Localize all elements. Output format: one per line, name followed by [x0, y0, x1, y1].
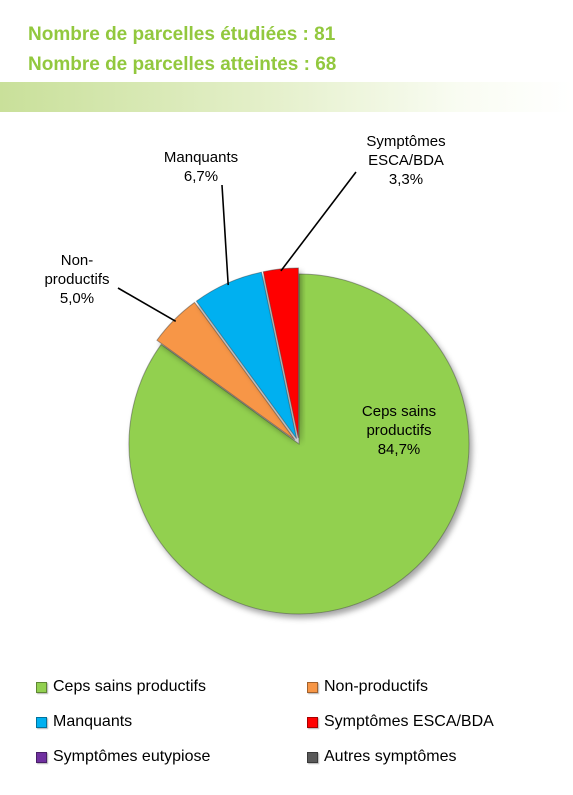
data-label-non-productifs: Non-productifs 5,0% — [44, 252, 109, 307]
data-label-symptomes-esca-bda: Symptômes ESCA/BDA 3,3% — [366, 133, 445, 188]
data-label-line: 3,3% — [389, 171, 423, 188]
data-label-line: Non- — [61, 252, 94, 269]
header: Nombre de parcelles étudiées : 81 Nombre… — [0, 0, 573, 112]
leader-line-manquants — [221, 184, 229, 286]
data-label-line: Ceps sains — [362, 403, 436, 420]
pie-slice-ceps-sains-productifs — [128, 273, 470, 615]
legend-item-esca-bda: Symptômes ESCA/BDA — [307, 713, 494, 731]
legend-swatch — [36, 681, 47, 693]
chart-legend: Ceps sains productifs Non-productifs Man… — [0, 668, 573, 788]
data-label-line: 6,7% — [184, 168, 218, 185]
header-band — [0, 82, 573, 112]
data-label-manquants: Manquants 6,7% — [164, 149, 238, 185]
data-label-line: productifs — [44, 271, 109, 288]
data-label-line: ESCA/BDA — [368, 152, 444, 169]
legend-item-autres: Autres symptômes — [307, 748, 456, 766]
legend-swatch — [36, 716, 47, 728]
legend-label: Symptômes eutypiose — [53, 748, 211, 765]
affected-plots-count: Nombre de parcelles atteintes : 68 — [28, 54, 337, 75]
studied-plots-count: Nombre de parcelles étudiées : 81 — [28, 24, 336, 45]
pie-chart: Ceps sains productifs 84,7% Non-productifs 5… — [44, 133, 470, 615]
data-label-line: 84,7% — [378, 441, 421, 458]
legend-swatch — [307, 751, 318, 763]
legend-item-manquants: Manquants — [36, 713, 132, 731]
data-label-line: productifs — [366, 422, 431, 439]
legend-item-non-productifs: Non-productifs — [307, 678, 428, 696]
leader-line-non-productifs — [117, 287, 177, 322]
legend-swatch — [36, 751, 47, 763]
legend-swatch — [307, 681, 318, 693]
data-label-line: Symptômes — [366, 133, 445, 150]
leader-line-symptomes-esca-bda — [280, 171, 357, 272]
legend-label: Autres symptômes — [324, 748, 457, 765]
data-label-ceps-sains-productifs: Ceps sains productifs 84,7% — [362, 403, 436, 458]
legend-swatch — [307, 716, 318, 728]
data-label-line: Manquants — [164, 149, 238, 166]
legend-label: Symptômes ESCA/BDA — [324, 713, 494, 730]
pie-slice-symptomes-esca-bda — [262, 267, 299, 439]
legend-label: Non-productifs — [324, 678, 429, 695]
legend-item-eutypiose: Symptômes eutypiose — [36, 748, 210, 766]
legend-item-ceps-sains: Ceps sains productifs — [36, 678, 206, 696]
legend-label: Manquants — [53, 713, 133, 730]
legend-label: Ceps sains productifs — [53, 678, 206, 695]
data-label-line: 5,0% — [60, 290, 94, 307]
